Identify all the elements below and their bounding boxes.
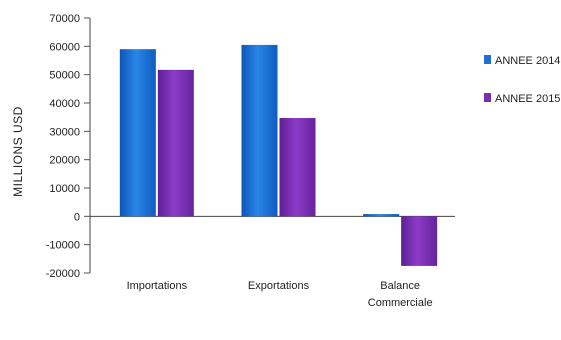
legend-label: ANNEE 2014	[495, 55, 560, 67]
y-tick-label: 40000	[49, 98, 80, 110]
y-tick-label: 60000	[49, 41, 80, 53]
y-tick-label: -10000	[46, 240, 80, 252]
y-tick-label: 70000	[49, 13, 80, 25]
x-category-label: Balance Commerciale	[368, 280, 433, 309]
x-category-label: Importations	[127, 280, 188, 292]
y-tick-label: 50000	[49, 70, 80, 82]
bar-annee-2014-balance-commerciale	[363, 214, 400, 217]
bar-annee-2015-balance-commerciale	[401, 216, 438, 266]
x-category-label: Exportations	[248, 280, 310, 292]
bar-annee-2014-importations	[119, 49, 156, 217]
bar-annee-2015-importations	[157, 69, 194, 217]
legend-label: ANNEE 2015	[495, 93, 560, 105]
y-tick-label: 0	[74, 211, 80, 223]
y-tick-label: 10000	[49, 183, 80, 195]
y-tick-label: 20000	[49, 155, 80, 167]
y-tick-label: -20000	[46, 268, 80, 280]
y-axis-label: MILLIONS USD	[11, 106, 25, 197]
y-tick-label: 30000	[49, 126, 80, 138]
bar-annee-2014-exportations	[241, 44, 278, 217]
legend-swatch	[484, 55, 491, 64]
bar-annee-2015-exportations	[279, 118, 316, 217]
legend-swatch	[484, 93, 491, 102]
